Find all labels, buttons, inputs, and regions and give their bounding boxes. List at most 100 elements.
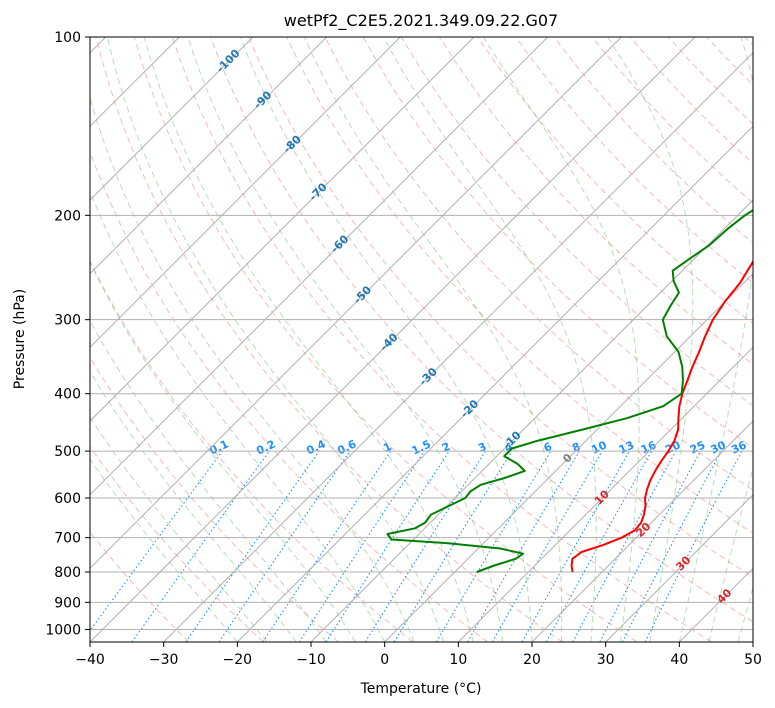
moist-adiabat-line <box>383 37 597 642</box>
y-tick-label: 800 <box>54 565 81 581</box>
isotherm-gridline <box>90 37 549 496</box>
moist-adiabat-line <box>143 37 474 642</box>
profile-lines <box>386 208 753 573</box>
dry-adiabat-line <box>668 37 753 125</box>
mixing-ratio-line <box>644 450 743 642</box>
x-tick-label: 30 <box>597 652 615 668</box>
dry-adiabat-line <box>171 37 712 642</box>
mixing-ratio-line <box>90 450 223 632</box>
mixing-ratio-line <box>262 450 392 642</box>
mixing-ratio-label: 25 <box>688 438 707 456</box>
moist-adiabat-line <box>303 37 563 642</box>
x-axis-ticks: −40 −30 −20 −10 0 10 20 30 40 50 <box>75 642 762 668</box>
chart-title: wetPf2_C2E5.2021.349.09.22.G07 <box>284 11 558 31</box>
isotherm-gridline <box>90 37 622 570</box>
x-axis-label: Temperature (°C) <box>360 681 482 697</box>
y-tick-label: 300 <box>54 313 81 329</box>
x-tick-label: −30 <box>149 652 179 668</box>
y-tick-label: 100 <box>54 30 81 46</box>
moist-adiabat-line <box>90 260 356 642</box>
y-tick-label: 900 <box>54 595 81 611</box>
x-tick-label: −40 <box>75 652 105 668</box>
y-tick-label: 600 <box>54 491 81 507</box>
isotherm-gridline <box>678 567 753 642</box>
x-tick-label: 10 <box>449 652 467 668</box>
mixing-ratio-label: 0.6 <box>335 437 358 457</box>
moist-adiabat-line <box>737 585 753 642</box>
dry-adiabat-line <box>515 37 753 284</box>
dry-adiabat-line <box>95 37 563 642</box>
y-axis-label: Pressure (hPa) <box>12 289 28 389</box>
isotherm-gridline <box>310 199 753 642</box>
y-tick-label: 1000 <box>45 622 81 638</box>
mixing-ratio-line <box>131 450 270 642</box>
y-tick-label: 200 <box>54 208 81 224</box>
isotherm-gridline <box>90 37 696 642</box>
isotherm-gridline <box>752 641 753 642</box>
moist-adiabat-line <box>90 416 268 642</box>
mixing-ratio-label: 0.2 <box>254 438 277 458</box>
dry-adiabat-line <box>744 37 753 47</box>
dry-adiabat-line <box>553 37 753 244</box>
x-tick-label: 40 <box>670 652 688 668</box>
y-tick-label: 500 <box>54 444 81 460</box>
mixing-ratio-line <box>521 450 630 642</box>
dry-adiabats <box>90 37 753 642</box>
plot-area: 0.1 0.2 0.4 0.6 1 1.5 2 3 4 6 8 10 13 16 20 25 30 36 -100… <box>90 37 753 642</box>
dry-adiabat-line <box>286 37 753 534</box>
dry-adiabat-line <box>591 37 753 204</box>
moist-adiabat-line <box>239 37 533 642</box>
mixing-ratio-label: 3 <box>476 440 488 455</box>
dry-adiabat-line <box>90 259 414 642</box>
mixing-ratio-line <box>185 450 320 642</box>
dry-adiabat-line <box>210 37 753 623</box>
isotherm-gridline <box>236 125 753 642</box>
dry-adiabat-line <box>706 37 753 86</box>
moist-adiabat-line <box>678 37 753 642</box>
isotherm-gridline <box>90 37 328 275</box>
mixing-ratio-line <box>393 450 513 642</box>
moist-adiabat-line <box>90 319 327 642</box>
dry-adiabat-line <box>248 37 753 578</box>
mixing-ratio-label: 6 <box>542 440 555 455</box>
mixing-ratio-label: 30 <box>709 438 729 456</box>
isotherm-label: -80 <box>281 132 304 155</box>
y-axis-ticks: 100 200 300 400 500 600 700 800 900 1000 <box>45 30 90 638</box>
x-tick-label: 50 <box>744 652 762 668</box>
moist-adiabat-line <box>708 466 753 642</box>
isotherm-gridline <box>531 420 753 642</box>
dry-adiabat-line <box>90 531 190 642</box>
mixing-ratio-label: 16 <box>639 438 659 456</box>
mixing-ratio-line <box>298 450 425 642</box>
moist-adiabat-line <box>187 37 503 642</box>
dry-adiabat-line <box>90 150 488 642</box>
y-tick-label: 700 <box>54 531 81 547</box>
moist-adiabat-line <box>90 189 386 642</box>
dry-adiabat-line <box>90 445 264 642</box>
mixing-ratio-label: 13 <box>617 438 636 456</box>
isotherm-gridline <box>457 346 753 642</box>
dry-adiabat-line <box>90 356 339 642</box>
moist-adiabat-line <box>482 37 640 642</box>
mixing-ratio-line <box>218 450 351 642</box>
grid <box>90 37 753 642</box>
isotherm-gridline <box>605 493 753 642</box>
isotherm-gridline <box>384 272 753 642</box>
isotherm-gridline <box>90 37 475 422</box>
dry-adiabat-line <box>324 37 753 491</box>
x-tick-label: −20 <box>223 652 253 668</box>
x-tick-label: 0 <box>380 652 389 668</box>
dry-adiabat-line <box>133 37 638 642</box>
y-tick-label: 400 <box>54 387 81 403</box>
mixing-ratio-label: 2 <box>440 440 452 455</box>
mixing-ratio-label: 8 <box>570 440 582 455</box>
x-tick-label: −10 <box>296 652 326 668</box>
dewpoint-line <box>386 208 753 573</box>
plot-frame <box>89 36 754 643</box>
moist-adiabat-line <box>607 37 694 642</box>
mixing-ratio-line <box>572 450 677 642</box>
mixing-ratio-label: 1.5 <box>410 438 433 458</box>
moist-adiabat-line <box>90 458 238 642</box>
moist-adiabat-label: 10 <box>592 487 612 507</box>
isotherm-gridline <box>90 37 254 201</box>
